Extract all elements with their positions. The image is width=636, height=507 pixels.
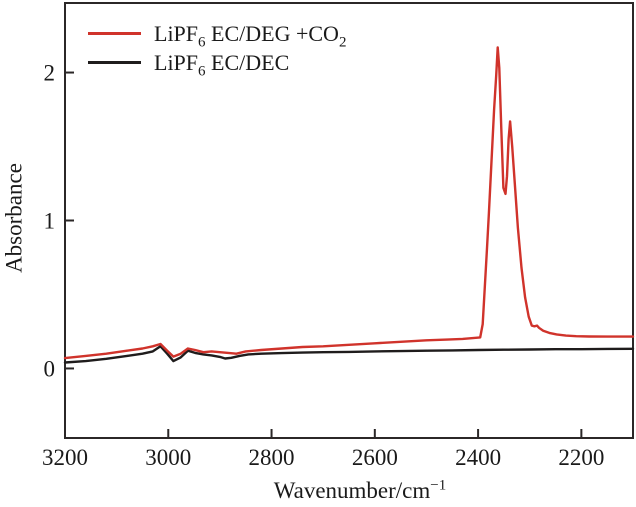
x-tick-label: 3000 <box>145 445 191 470</box>
y-tick-label: 1 <box>44 209 56 234</box>
legend-label-black: LiPF6 EC/DEC <box>154 49 290 79</box>
legend: LiPF6 EC/DEG +CO2 LiPF6 EC/DEC <box>88 19 347 79</box>
y-axis-label: Absorbance <box>1 163 27 273</box>
plot-frame <box>64 2 634 439</box>
x-tick-label: 2400 <box>455 445 501 470</box>
x-tick-label: 2200 <box>558 445 604 470</box>
legend-item-red: LiPF6 EC/DEG +CO2 <box>88 19 347 50</box>
series-line-red <box>63 46 635 360</box>
legend-line-red-icon <box>88 32 141 35</box>
legend-line-black-icon <box>88 61 141 64</box>
x-tick-label: 2800 <box>249 445 295 470</box>
x-tick-label: 2600 <box>352 445 398 470</box>
y-tick-label: 2 <box>44 61 56 86</box>
legend-label-red: LiPF6 EC/DEG +CO2 <box>154 20 347 50</box>
x-axis-label: Wavenumber/cm−1 <box>273 477 447 503</box>
x-tick-label: 3200 <box>42 445 88 470</box>
series-line-black <box>63 345 635 364</box>
y-tick-label: 0 <box>44 356 56 381</box>
legend-item-black: LiPF6 EC/DEC <box>88 48 346 79</box>
